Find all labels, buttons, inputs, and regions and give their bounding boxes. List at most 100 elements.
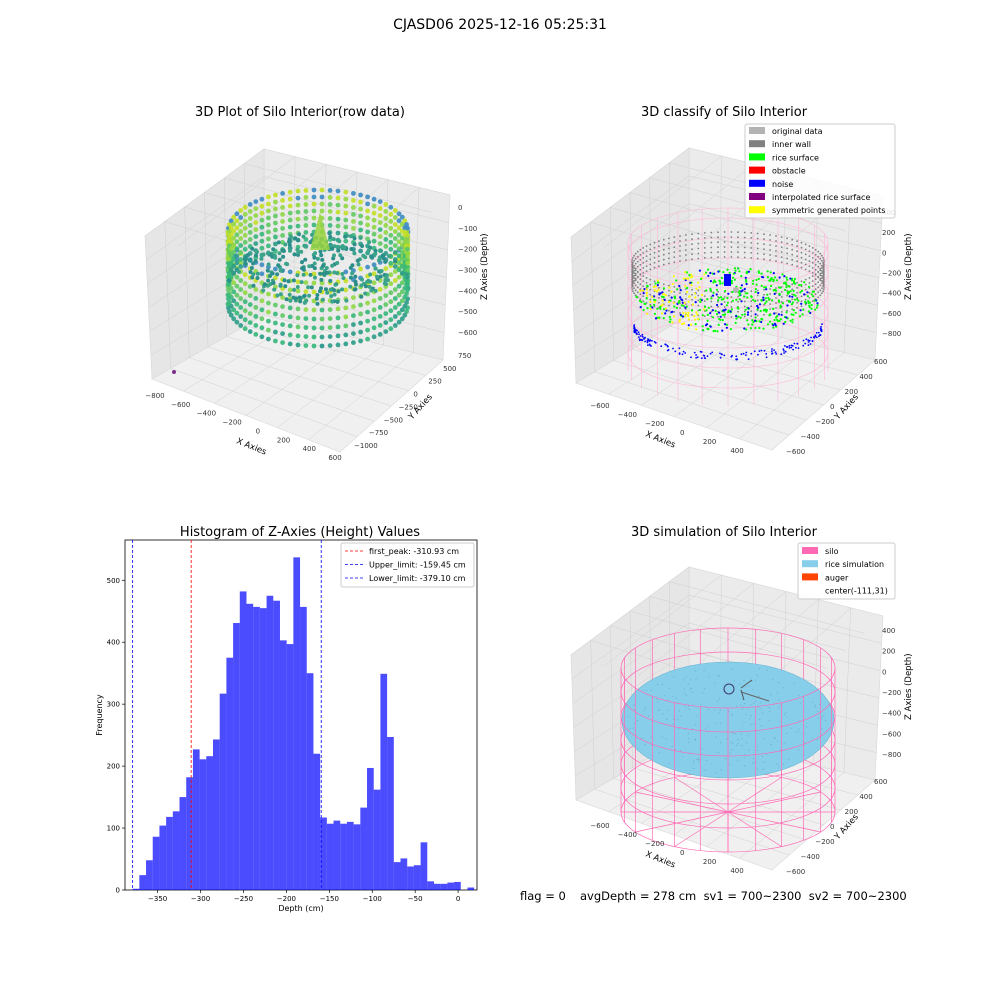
histogram-bar — [447, 882, 455, 890]
raw-x-tick: −600 — [171, 401, 190, 409]
histogram-bar — [333, 820, 341, 890]
sim-auger — [723, 679, 770, 702]
sim-x-tick: 0 — [680, 849, 684, 857]
sim-z-ticks: 400 200 0 −200 −400 −600 −800 — [882, 627, 901, 759]
histogram-bar — [293, 557, 301, 890]
raw-y-tick: −1000 — [354, 442, 378, 450]
legend-swatch — [802, 573, 818, 581]
histogram-bar — [266, 595, 274, 890]
histogram-bar — [179, 797, 187, 890]
legend-label: center(-111,31) — [825, 587, 888, 596]
classify-x-tick: −600 — [590, 402, 609, 410]
histogram-x-tick: −150 — [320, 895, 339, 903]
histogram-bar — [253, 606, 260, 890]
raw-x-tick: −200 — [223, 419, 242, 427]
sim-y-tick: 400 — [859, 793, 872, 801]
histogram-bar — [246, 603, 254, 890]
raw-z-tick: −200 — [458, 246, 477, 254]
panel-simulation: 3D simulation of Silo Interior −600−400−… — [570, 525, 914, 876]
histogram-y-tick: 100 — [107, 825, 120, 833]
flag-text: flag = 0 — [520, 889, 566, 903]
histogram-bar — [219, 693, 227, 890]
legend-label: Upper_limit: -159.45 cm — [369, 561, 466, 570]
classify-z-tick: −400 — [882, 290, 901, 298]
histogram-bar — [132, 888, 140, 890]
histogram-bar — [166, 816, 173, 890]
histogram-bar — [407, 866, 414, 890]
raw-x-tick: −800 — [145, 392, 164, 400]
histogram-bar — [186, 777, 193, 890]
histogram-legend-entries: first_peak: -310.93 cm Upper_limit: -159.… — [345, 547, 466, 583]
legend-label: first_peak: -310.93 cm — [369, 547, 459, 556]
histogram-bars — [132, 557, 475, 890]
legend-swatch — [802, 560, 818, 568]
histogram-bar — [300, 606, 307, 890]
histogram-bar — [367, 767, 374, 890]
sim-z-tick: 400 — [882, 627, 895, 635]
raw-z-tick: −400 — [458, 287, 477, 295]
histogram-y-tick: 500 — [107, 577, 120, 585]
sim-y-tick: −200 — [815, 838, 834, 846]
legend-swatch — [749, 127, 765, 134]
classify-y-tick: −600 — [786, 448, 805, 456]
classify-z-tick: −800 — [882, 330, 901, 338]
histogram-bar — [206, 756, 213, 890]
simulation-title: 3D simulation of Silo Interior — [631, 525, 818, 540]
histogram-title: Histogram of Z-Axies (Height) Values — [180, 525, 420, 540]
histogram-bar — [413, 865, 421, 890]
raw-z-tick: −500 — [458, 308, 477, 316]
sim-x-tick: −200 — [645, 840, 664, 848]
legend-label: obstacle — [772, 167, 806, 176]
raw-z-tick: −300 — [458, 267, 477, 275]
simulation-legend-entries: silo rice simulation auger center(-111,31) — [802, 547, 888, 596]
histogram-bar — [306, 673, 314, 890]
raw-y-tick: 500 — [443, 365, 456, 373]
raw-y-tick: −500 — [384, 416, 403, 424]
classify-y-tick: 600 — [874, 358, 887, 366]
sim-x-tick: 400 — [730, 867, 743, 875]
histogram-bar — [420, 842, 428, 890]
legend-swatch — [749, 153, 765, 161]
sim-z-label: Z Axies (Depth) — [904, 653, 914, 720]
legend-swatch — [749, 140, 765, 148]
raw-x-tick: −400 — [197, 410, 216, 418]
classify-x-tick: 400 — [730, 447, 743, 455]
raw-x-ticks: −800 −600 −400 −200 0 200 400 600 — [145, 392, 341, 462]
sim-x-tick: 200 — [703, 858, 716, 866]
classify-y-tick: 0 — [830, 403, 834, 411]
histogram-x-tick: −50 — [408, 895, 423, 903]
sim-x-label: X Axies — [644, 850, 677, 871]
legend-label: Lower_limit: -379.10 cm — [369, 574, 466, 583]
histogram-bar — [286, 644, 294, 890]
histogram-bar — [279, 640, 287, 890]
sim-z-tick: −200 — [882, 689, 901, 697]
legend-label: original data — [772, 127, 823, 136]
histogram-vlines — [132, 540, 322, 890]
histogram-bar — [427, 881, 434, 890]
sim-y-tick: 600 — [874, 778, 887, 786]
sim-silo-wireframe-front — [620, 667, 836, 853]
histogram-bar — [233, 623, 240, 890]
legend-label: rice simulation — [825, 560, 884, 569]
classify-y-tick: 200 — [845, 388, 858, 396]
histogram-bar — [340, 823, 347, 890]
raw-z-tick: −100 — [458, 225, 477, 233]
histogram-y-tick: 300 — [107, 701, 120, 709]
legend-label: interpolated rice surface — [772, 193, 870, 202]
panel-raw-data: 3D Plot of Silo Interior(row data) −800−… — [144, 105, 490, 462]
histogram-x-tick: −100 — [363, 895, 382, 903]
raw-y-tick: −750 — [369, 429, 388, 437]
sim-x-ticks: −600 −400 −200 0 200 400 — [590, 822, 743, 875]
sim-z-tick: 200 — [882, 648, 895, 656]
classify-points — [631, 231, 825, 361]
sim-x-tick: −600 — [590, 822, 609, 830]
histogram-x-tick: −300 — [191, 895, 210, 903]
legend-label: rice surface — [772, 153, 819, 162]
classify-z-tick: −600 — [882, 310, 901, 318]
histogram-bar — [259, 608, 267, 890]
classify-legend — [744, 123, 896, 219]
